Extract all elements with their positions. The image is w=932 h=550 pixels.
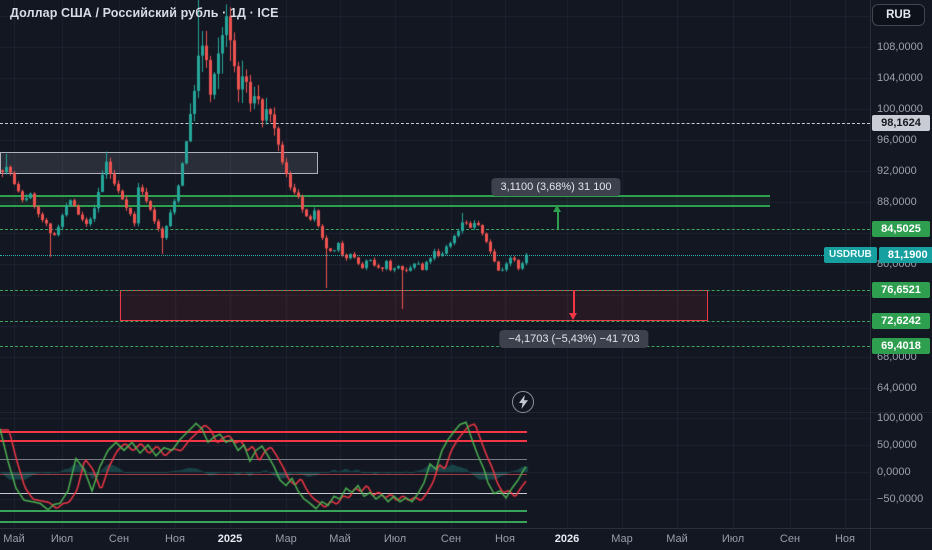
price-tick-64: 64,0000 xyxy=(877,382,917,394)
symbol-badge: USDRUB xyxy=(824,246,877,263)
measure-arrow-head-down xyxy=(569,313,577,321)
time-label-Июл: Июл xyxy=(383,533,407,545)
time-label-2026: 2026 xyxy=(554,533,580,545)
price-tick-96: 96,0000 xyxy=(877,134,917,146)
time-label-Мар: Мар xyxy=(611,533,633,545)
measurement-down-label: −4,1703 (−5,43%) −41 703 xyxy=(499,330,649,348)
time-axis[interactable]: Май Июл Сен Ноя 2025 Мар Май Июл Сен Ноя 2026 Мар Ма… xyxy=(0,528,932,550)
measure-arrow-line-up[interactable] xyxy=(557,211,559,230)
price-tick-104: 104,0000 xyxy=(877,72,923,84)
price-tick-100: 100,0000 xyxy=(877,103,923,115)
level-label-84-5025: 84,5025 xyxy=(872,221,930,238)
level-label-72-6242: 72,6242 xyxy=(872,313,930,330)
chart-title: Доллар США / Российский рубль · 1Д · ICE xyxy=(10,6,279,20)
time-label-Май: Май xyxy=(329,533,351,545)
measure-arrow-head-up xyxy=(553,205,561,213)
price-axis[interactable]: 108,0000 104,0000 100,0000 96,0000 92,0000 88… xyxy=(824,0,932,528)
current-price-label-group: USDRUB 81,1900 xyxy=(824,246,932,263)
time-label-Июл: Июл xyxy=(50,533,74,545)
price-tick-92: 92,0000 xyxy=(877,165,917,177)
measurement-up-label: 3,1100 (3,68%) 31 100 xyxy=(491,178,621,196)
level-label-69-4018: 69,4018 xyxy=(872,338,930,355)
osc-tick--50: −50,0000 xyxy=(877,493,924,505)
time-label-Сен: Сен xyxy=(779,533,801,545)
time-label-Ноя: Ноя xyxy=(834,533,856,545)
panel-separator[interactable] xyxy=(0,412,932,413)
time-label-Июл: Июл xyxy=(721,533,745,545)
currency-button[interactable]: RUB xyxy=(872,4,925,26)
measure-arrow-line-down[interactable] xyxy=(573,290,575,315)
candlestick-canvas[interactable] xyxy=(0,0,870,528)
time-label-Сен: Сен xyxy=(108,533,130,545)
time-label-Ноя: Ноя xyxy=(164,533,186,545)
osc-tick-100: 100,0000 xyxy=(877,412,923,424)
price-tick-88: 88,0000 xyxy=(877,196,917,208)
time-label-Май: Май xyxy=(666,533,688,545)
time-label-2025: 2025 xyxy=(217,533,243,545)
countertrend-price-label: 98,1624 xyxy=(872,115,930,132)
axis-separator xyxy=(870,0,871,550)
time-label-Мар: Мар xyxy=(275,533,297,545)
lightning-icon[interactable] xyxy=(512,391,534,413)
price-tick-108: 108,0000 xyxy=(877,41,923,53)
time-label-Май: Май xyxy=(3,533,25,545)
time-label-Ноя: Ноя xyxy=(494,533,516,545)
current-price-label: 81,1900 xyxy=(878,246,932,263)
level-label-76-6521: 76,6521 xyxy=(872,281,930,298)
lightning-bolt-glyph xyxy=(518,395,528,409)
osc-tick-50: 50,0000 xyxy=(877,439,917,451)
osc-tick-0: 0,0000 xyxy=(877,466,911,478)
time-label-Сен: Сен xyxy=(440,533,462,545)
